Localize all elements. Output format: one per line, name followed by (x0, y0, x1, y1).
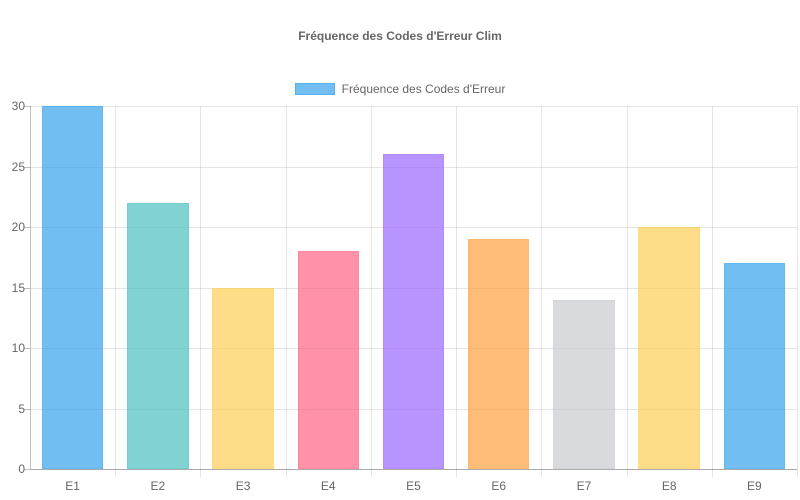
legend[interactable]: Fréquence des Codes d'Erreur (0, 82, 800, 96)
x-axis (30, 469, 797, 470)
x-gridline (541, 106, 542, 469)
x-gridline (627, 106, 628, 469)
bar-e8[interactable] (638, 227, 700, 469)
y-tick-label: 5 (18, 401, 25, 416)
x-tick-label: E2 (150, 479, 166, 493)
x-gridline (371, 106, 372, 469)
y-tick (24, 166, 30, 168)
x-tick-label: E3 (235, 479, 251, 493)
x-tick-label: E1 (65, 479, 80, 493)
bar-e5[interactable] (382, 154, 445, 469)
x-tick (456, 469, 457, 477)
y-tick-label: 10 (11, 341, 25, 355)
x-tick-label: E5 (406, 479, 421, 493)
y-tick-label: 0 (18, 462, 25, 476)
y-tick-label: 25 (11, 159, 25, 174)
legend-swatch (294, 83, 335, 95)
x-gridline (115, 106, 116, 469)
y-tick (24, 469, 30, 470)
plot-area (24, 106, 798, 477)
y-tick-label: 30 (11, 99, 25, 113)
x-gridline (286, 106, 287, 469)
bar-e9[interactable] (723, 263, 786, 469)
x-tick (115, 469, 116, 477)
x-tick-label: E6 (491, 479, 507, 493)
x-tick (797, 469, 798, 477)
y-tick (24, 408, 30, 410)
x-tick-label: E8 (661, 479, 677, 493)
x-tick (200, 469, 201, 477)
x-gridline (712, 106, 713, 469)
x-gridline (797, 106, 798, 469)
x-tick-label: E7 (576, 479, 592, 493)
x-gridline (456, 106, 457, 469)
bar-e4[interactable] (297, 251, 359, 469)
x-tick (541, 469, 542, 477)
legend-label: Fréquence des Codes d'Erreur (341, 82, 506, 96)
bar-e7[interactable] (553, 299, 615, 469)
bar-e2[interactable] (127, 202, 189, 469)
y-tick (24, 287, 30, 289)
x-tick (371, 469, 372, 477)
chart-title: Fréquence des Codes d'Erreur Clim (298, 29, 502, 43)
x-tick-label: E9 (747, 479, 762, 493)
x-tick (627, 469, 628, 477)
x-gridline (200, 106, 201, 469)
bar-e1[interactable] (41, 106, 104, 469)
bar-e6[interactable] (468, 239, 530, 469)
x-tick (286, 469, 287, 477)
y-tick (24, 227, 30, 228)
y-tick (24, 348, 30, 349)
y-tick-label: 15 (11, 280, 25, 295)
y-axis (30, 106, 31, 469)
x-tick-label: E4 (320, 479, 336, 493)
x-tick (712, 469, 713, 477)
y-gridline (30, 469, 797, 470)
y-gridline (30, 106, 797, 107)
y-tick (24, 106, 30, 107)
bar-e3[interactable] (212, 287, 274, 469)
y-tick-label: 20 (11, 220, 25, 234)
